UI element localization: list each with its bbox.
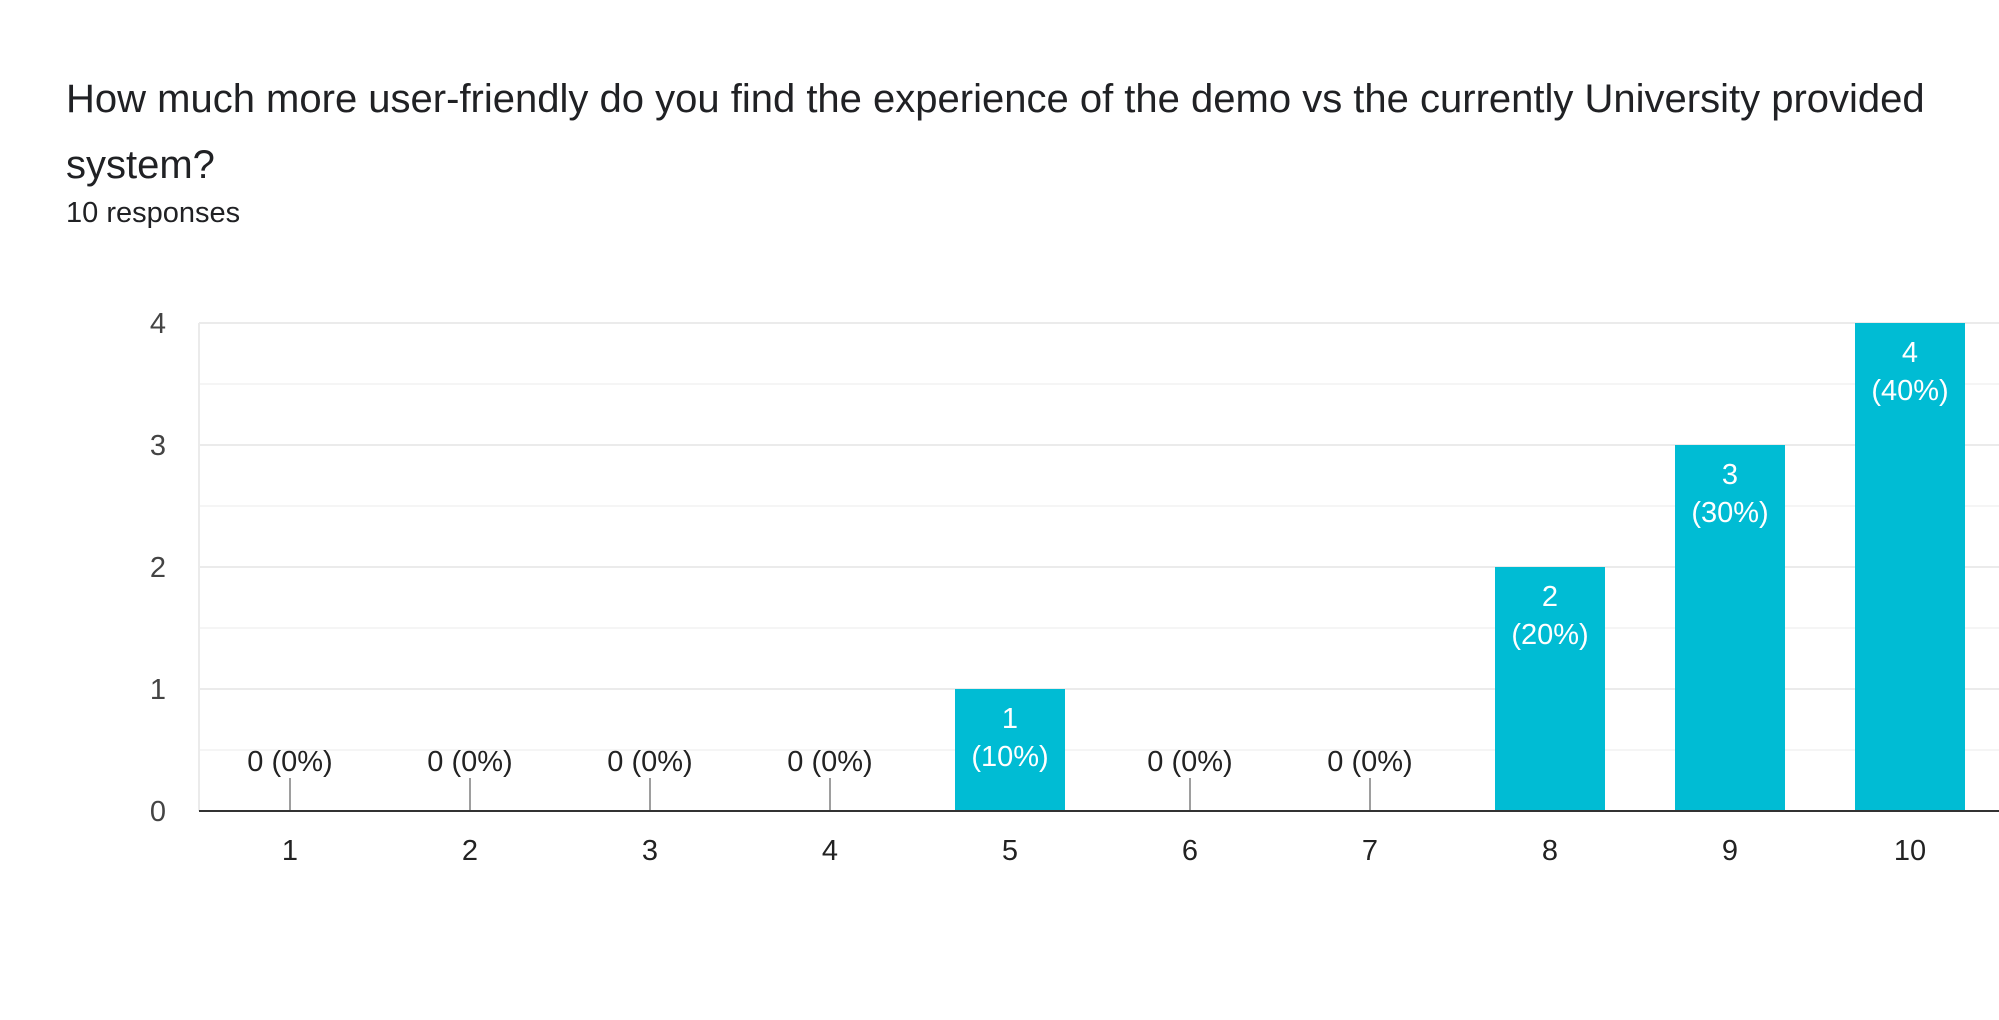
y-tick-label: 0 (150, 796, 166, 828)
bars (289, 323, 1965, 811)
data-label: 0 (0%) (247, 746, 332, 778)
x-tick-label: 1 (282, 835, 298, 867)
y-axis: 0 1 2 3 4 (150, 308, 166, 828)
bar (1855, 323, 1965, 811)
bar (955, 689, 1065, 811)
x-tick-label: 3 (642, 835, 658, 867)
data-label: 0 (0%) (1327, 746, 1412, 778)
data-label: 1 (10%) (971, 703, 1048, 773)
data-label: 0 (0%) (427, 746, 512, 778)
x-tick-label: 4 (822, 835, 838, 867)
data-label: 3 (30%) (1691, 459, 1768, 529)
bar (1495, 567, 1605, 811)
data-label: 0 (0%) (607, 746, 692, 778)
y-tick-label: 1 (150, 674, 166, 706)
data-label: 2 (20%) (1511, 581, 1588, 651)
y-tick-label: 2 (150, 552, 166, 584)
x-tick-label: 6 (1182, 835, 1198, 867)
data-label: 0 (0%) (1147, 746, 1232, 778)
chart-title: How much more user-friendly do you find … (66, 77, 1925, 187)
y-tick-label: 3 (150, 430, 166, 462)
response-count: 10 responses (66, 197, 241, 229)
x-tick-label: 5 (1002, 835, 1018, 867)
y-tick-label: 4 (150, 308, 166, 340)
bar (1675, 445, 1785, 811)
data-labels: 0 (0%) 0 (0%) 0 (0%) 0 (0%) 1 (10%) 0 (0%) 0 (0… (247, 337, 1948, 778)
x-axis: 1 2 3 4 5 6 7 8 9 10 (199, 810, 1999, 867)
x-tick-label: 8 (1542, 835, 1558, 867)
x-tick-label: 2 (462, 835, 478, 867)
data-label: 0 (0%) (787, 746, 872, 778)
x-tick-label: 7 (1362, 835, 1378, 867)
x-tick-label: 10 (1894, 835, 1926, 867)
x-tick-label: 9 (1722, 835, 1738, 867)
data-label: 4 (40%) (1871, 337, 1948, 407)
